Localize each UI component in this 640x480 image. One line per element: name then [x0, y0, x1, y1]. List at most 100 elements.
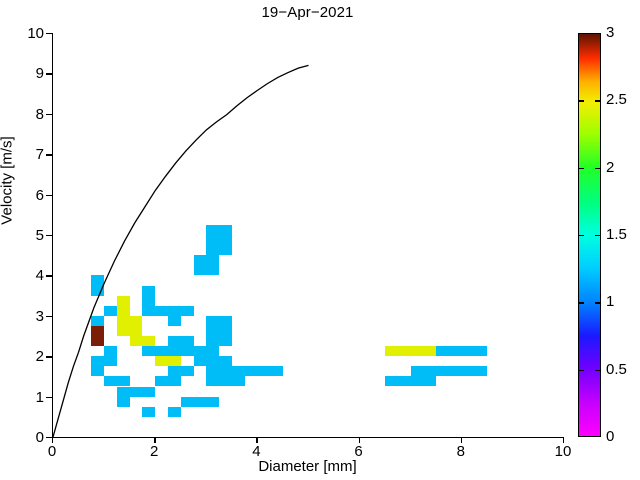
heatmap-cell	[129, 336, 143, 347]
heatmap-cell	[116, 386, 130, 407]
heatmap-cell	[155, 356, 181, 367]
heatmap-cell	[91, 356, 105, 367]
heatmap-cell	[206, 356, 232, 377]
y-axis-label: Velocity [m/s]	[0, 136, 16, 225]
colorbar-tick-label: 3	[606, 24, 615, 41]
colorbar-tick-mark	[578, 235, 584, 237]
y-tick-label: 1	[35, 388, 44, 406]
heatmap-cell	[193, 346, 220, 357]
heatmap-cell	[231, 366, 258, 377]
heatmap-cell	[116, 295, 130, 316]
y-tick-mark	[46, 396, 52, 398]
x-tick-label: 10	[554, 443, 572, 460]
heatmap-cell	[142, 336, 156, 347]
colorbar-tick-mark	[578, 167, 584, 170]
heatmap-cell	[180, 396, 207, 407]
y-tick-label: 7	[35, 146, 44, 164]
heatmap-cell	[206, 396, 220, 407]
heatmap-cell	[129, 315, 143, 336]
colorbar-tick-mark	[595, 100, 601, 102]
heatmap-cell	[129, 386, 156, 397]
heatmap-cell	[104, 305, 117, 316]
y-tick-label: 3	[35, 307, 44, 325]
x-tick-mark	[460, 437, 463, 443]
heatmap-cell	[167, 336, 194, 347]
x-tick-mark	[154, 437, 156, 443]
y-tick-label: 10	[27, 25, 44, 42]
y-tick-mark	[46, 113, 52, 116]
y-tick-label: 6	[35, 186, 44, 204]
heatmap-cell	[385, 376, 437, 387]
plot-area	[52, 33, 564, 438]
colorbar-tick-mark	[595, 167, 601, 170]
terminal-velocity-curve	[53, 64, 309, 437]
heatmap-cell	[193, 356, 220, 367]
heatmap-cell	[155, 376, 181, 387]
y-tick-label: 9	[35, 65, 44, 83]
y-tick-mark	[46, 235, 52, 237]
heatmap-cell	[206, 376, 245, 387]
y-tick-mark	[46, 194, 52, 196]
heatmap-cell	[155, 346, 194, 357]
colorbar-tick-label: 1.5	[606, 226, 627, 243]
y-tick-label: 2	[35, 348, 44, 366]
colorbar-tick-mark	[595, 235, 601, 237]
terminal-velocity-curve-layer	[53, 33, 564, 437]
x-tick-label: 4	[252, 443, 261, 460]
heatmap-cells-layer	[53, 33, 564, 437]
heatmap-cell	[116, 315, 130, 336]
heatmap-cell	[104, 346, 117, 367]
y-tick-label: 5	[35, 227, 44, 244]
colorbar-tick-mark	[578, 369, 584, 372]
heatmap-cell	[167, 406, 181, 417]
heatmap-cell	[91, 366, 105, 377]
heatmap-cell	[257, 366, 283, 377]
colorbar-tick-mark	[595, 369, 601, 372]
heatmap-cell	[142, 406, 156, 417]
x-tick-label: 0	[47, 443, 57, 460]
heatmap-cell	[206, 224, 232, 256]
heatmap-cell	[436, 346, 488, 357]
colorbar-tick-label: 0.5	[606, 360, 627, 378]
colorbar-tick-label: 1	[606, 293, 615, 311]
heatmap-cell	[180, 366, 194, 377]
x-tick-label: 6	[354, 443, 363, 460]
heatmap-cell	[104, 376, 117, 387]
heatmap-cell	[193, 255, 220, 276]
chart-title: 19−Apr−2021	[261, 4, 354, 21]
y-tick-mark	[46, 73, 52, 75]
y-tick-mark	[46, 356, 52, 358]
y-tick-mark	[46, 275, 52, 277]
y-tick-label: 0	[35, 429, 44, 446]
x-axis-label: Diameter [mm]	[258, 458, 357, 475]
colorbar-tick-mark	[595, 302, 601, 304]
y-tick-mark	[46, 33, 52, 35]
colorbar-tick-label: 0	[606, 428, 615, 445]
y-tick-label: 4	[35, 267, 44, 285]
heatmap-cell	[142, 285, 156, 306]
x-tick-mark	[563, 437, 565, 443]
colorbar-tick-label: 2.5	[606, 91, 627, 109]
heatmap-cell	[385, 346, 437, 357]
colorbar-tick-mark	[578, 100, 584, 102]
heatmap-cell	[142, 346, 156, 357]
heatmap-cell	[91, 315, 105, 326]
heatmap-cell	[410, 366, 488, 377]
heatmap-cell	[91, 325, 105, 347]
heatmap-cell	[206, 315, 232, 347]
x-tick-mark	[52, 437, 54, 443]
y-tick-mark	[46, 315, 52, 318]
heatmap-cell	[142, 305, 168, 316]
x-tick-mark	[256, 437, 258, 443]
curve-svg	[53, 64, 309, 437]
x-tick-label: 8	[456, 443, 465, 460]
heatmap-cell	[167, 305, 194, 316]
x-tick-mark	[358, 437, 360, 443]
y-tick-label: 8	[35, 105, 44, 123]
y-tick-mark	[46, 437, 52, 439]
colorbar-tick-label: 2	[606, 158, 615, 176]
y-tick-mark	[46, 154, 52, 156]
heatmap-cell	[167, 366, 181, 377]
colorbar-tick-mark	[578, 302, 584, 304]
